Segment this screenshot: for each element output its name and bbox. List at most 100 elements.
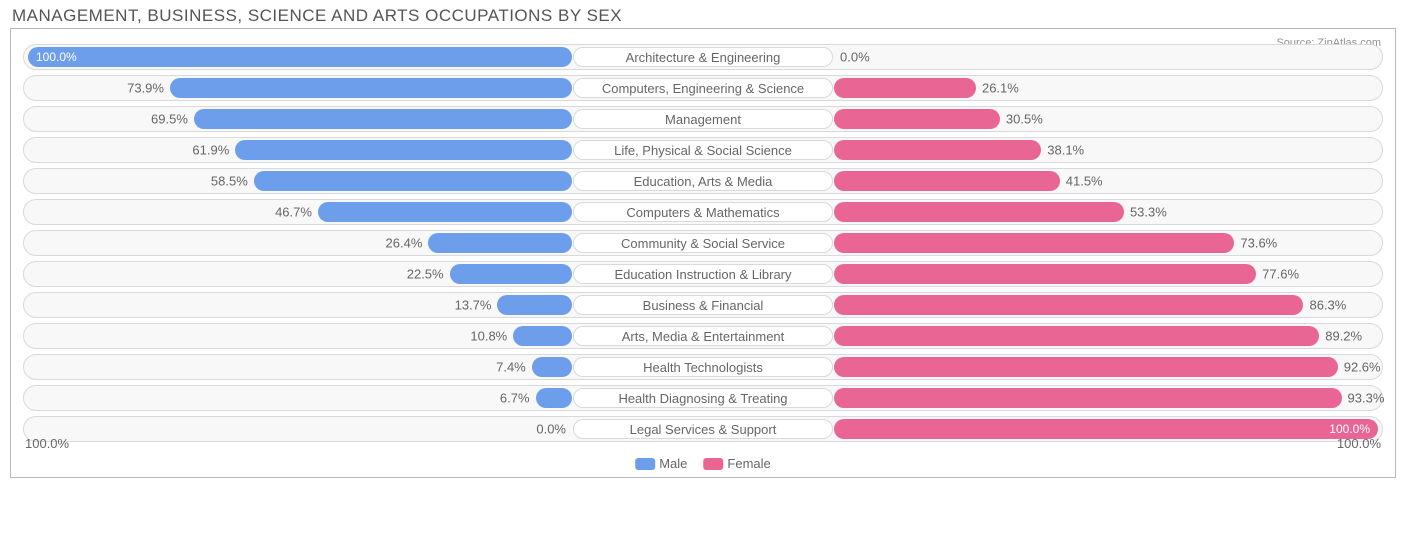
female-value-label: 92.6% (1344, 360, 1381, 375)
female-bar (834, 388, 1342, 408)
male-bar (194, 109, 572, 129)
female-bar-wrap: 86.3% (834, 295, 1378, 315)
female-bar (834, 295, 1303, 315)
male-value-label: 69.5% (151, 112, 188, 127)
female-bar (834, 357, 1338, 377)
male-bar-wrap: 0.0% (28, 419, 572, 439)
male-bar-wrap: 13.7% (28, 295, 572, 315)
male-value-label: 6.7% (500, 391, 530, 406)
male-value-label: 0.0% (536, 422, 566, 437)
chart-row: 69.5%30.5%Management (23, 106, 1383, 132)
female-bar (834, 109, 1000, 129)
male-value-label: 100.0% (36, 50, 77, 64)
male-bar-wrap: 61.9% (28, 140, 572, 160)
female-bar: 100.0% (834, 419, 1378, 439)
swatch-male (635, 458, 655, 470)
male-bar (318, 202, 572, 222)
male-bar-wrap: 10.8% (28, 326, 572, 346)
female-value-label: 73.6% (1240, 236, 1277, 251)
chart-row: 58.5% 41.5% Education, Arts & Media (23, 168, 1383, 194)
female-bar (834, 171, 1060, 191)
male-bar-wrap: 6.7% (28, 388, 572, 408)
chart-row: 13.7% 86.3% Business & Financial (23, 292, 1383, 318)
axis-label-right: 100.0% (1337, 436, 1381, 451)
female-value-label: 30.5% (1006, 112, 1043, 127)
category-label: Health Technologists (573, 357, 833, 377)
swatch-female (703, 458, 723, 470)
category-label: Computers & Mathematics (573, 202, 833, 222)
category-label: Life, Physical & Social Science (573, 140, 833, 160)
chart-container: Source: ZipAtlas.com 100.0%0.0%Architect… (10, 28, 1396, 478)
category-label: Community & Social Service (573, 233, 833, 253)
male-value-label: 61.9% (192, 143, 229, 158)
category-label: Architecture & Engineering (573, 47, 833, 67)
male-bar (513, 326, 572, 346)
male-bar-wrap: 46.7% (28, 202, 572, 222)
chart-row: 7.4% 92.6% Health Technologists (23, 354, 1383, 380)
category-label: Health Diagnosing & Treating (573, 388, 833, 408)
chart-row: 100.0% 0.0% Architecture & Engineering (23, 44, 1383, 70)
female-bar-wrap: 53.3% (834, 202, 1378, 222)
male-bar (532, 357, 572, 377)
legend: Male Female (635, 456, 771, 471)
legend-item-male: Male (635, 456, 687, 471)
male-value-label: 22.5% (407, 267, 444, 282)
female-bar-wrap: 38.1% (834, 140, 1378, 160)
legend-item-female: Female (703, 456, 770, 471)
female-bar-wrap: 26.1% (834, 78, 1378, 98)
female-value-label: 93.3% (1348, 391, 1385, 406)
chart-row: 22.5% 77.6%Education Instruction & Librar… (23, 261, 1383, 287)
female-value-label: 38.1% (1047, 143, 1084, 158)
chart-row: 26.4% 73.6% Community & Social Service (23, 230, 1383, 256)
male-bar-wrap: 7.4% (28, 357, 572, 377)
female-value-label: 86.3% (1309, 298, 1346, 313)
male-bar: 100.0% (28, 47, 572, 67)
male-bar-wrap: 22.5% (28, 264, 572, 284)
category-label: Computers, Engineering & Science (573, 78, 833, 98)
category-label: Arts, Media & Entertainment (573, 326, 833, 346)
male-value-label: 58.5% (211, 174, 248, 189)
female-bar-wrap: 0.0% (834, 47, 1378, 67)
chart-row: 6.7%93.3%Health Diagnosing & Treating (23, 385, 1383, 411)
female-bar-wrap: 92.6% (834, 357, 1378, 377)
female-bar-wrap: 41.5% (834, 171, 1378, 191)
male-bar-wrap: 58.5% (28, 171, 572, 191)
male-bar-wrap: 100.0% (28, 47, 572, 67)
male-value-label: 46.7% (275, 205, 312, 220)
chart-row: 46.7% 53.3% Computers & Mathematics (23, 199, 1383, 225)
female-bar (834, 264, 1256, 284)
female-value-label: 0.0% (840, 50, 870, 65)
chart-row: 0.0% 100.0%Legal Services & Support (23, 416, 1383, 442)
female-bar (834, 140, 1041, 160)
male-bar-wrap: 26.4% (28, 233, 572, 253)
male-value-label: 13.7% (455, 298, 492, 313)
female-bar (834, 326, 1319, 346)
female-bar-wrap: 77.6% (834, 264, 1378, 284)
male-bar (235, 140, 572, 160)
chart-title: MANAGEMENT, BUSINESS, SCIENCE AND ARTS O… (12, 6, 1396, 26)
female-bar-wrap: 93.3% (834, 388, 1378, 408)
male-value-label: 7.4% (496, 360, 526, 375)
female-bar (834, 202, 1124, 222)
male-bar-wrap: 69.5% (28, 109, 572, 129)
male-bar (170, 78, 572, 98)
category-label: Legal Services & Support (573, 419, 833, 439)
category-label: Education, Arts & Media (573, 171, 833, 191)
male-value-label: 10.8% (470, 329, 507, 344)
male-value-label: 73.9% (127, 81, 164, 96)
male-value-label: 26.4% (386, 236, 423, 251)
female-bar-wrap: 100.0% (834, 419, 1378, 439)
category-label: Education Instruction & Library (573, 264, 833, 284)
female-value-label: 53.3% (1130, 205, 1167, 220)
female-bar-wrap: 89.2% (834, 326, 1378, 346)
female-bar (834, 78, 976, 98)
female-bar-wrap: 30.5% (834, 109, 1378, 129)
chart-row: 73.9% 26.1%Computers, Engineering & Scien… (23, 75, 1383, 101)
male-bar (497, 295, 572, 315)
male-bar (536, 388, 572, 408)
chart-row: 61.9% 38.1% Life, Physical & Social Scienc… (23, 137, 1383, 163)
male-bar (254, 171, 572, 191)
female-value-label: 41.5% (1066, 174, 1103, 189)
category-label: Business & Financial (573, 295, 833, 315)
chart-rows: 100.0% 0.0% Architecture & Engineering 73.9… (23, 44, 1383, 442)
